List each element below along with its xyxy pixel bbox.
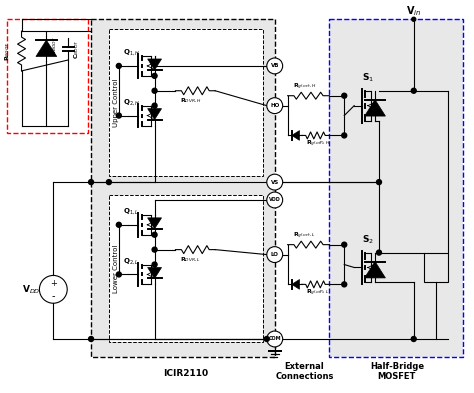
Polygon shape: [365, 100, 385, 116]
Circle shape: [89, 336, 93, 342]
Polygon shape: [147, 218, 162, 229]
Circle shape: [267, 174, 283, 190]
Polygon shape: [292, 130, 300, 140]
Text: LO: LO: [271, 252, 279, 257]
Circle shape: [376, 180, 382, 185]
Circle shape: [412, 17, 416, 21]
Text: +: +: [50, 279, 57, 288]
Text: R$_{g(off),L}$: R$_{g(off),L}$: [306, 288, 329, 298]
Text: Half-Bridge
MOSFET: Half-Bridge MOSFET: [370, 362, 424, 382]
Text: S$_1$: S$_1$: [362, 72, 374, 84]
Text: -: -: [52, 290, 55, 301]
Bar: [329, 19, 464, 357]
Polygon shape: [147, 268, 162, 278]
Bar: [7, 19, 88, 134]
Text: R$_{DVR,L}$: R$_{DVR,L}$: [181, 255, 201, 264]
Text: V$_{DD}$: V$_{DD}$: [22, 283, 41, 296]
Text: VS: VS: [271, 180, 279, 185]
Text: S$_2$: S$_2$: [362, 233, 374, 246]
Polygon shape: [365, 261, 385, 278]
Bar: [109, 29, 263, 176]
Circle shape: [152, 103, 157, 108]
Text: R$_{BOOT}$: R$_{BOOT}$: [3, 41, 12, 61]
Circle shape: [107, 180, 111, 185]
Circle shape: [89, 180, 93, 185]
Polygon shape: [292, 279, 300, 289]
Text: Upper Control: Upper Control: [113, 79, 119, 127]
Circle shape: [267, 192, 283, 208]
Text: R$_{g(on),H}$: R$_{g(on),H}$: [292, 82, 317, 92]
Text: C$_{BOOT}$: C$_{BOOT}$: [72, 39, 81, 59]
Circle shape: [267, 58, 283, 74]
Bar: [91, 19, 275, 357]
Bar: [109, 29, 263, 176]
Polygon shape: [36, 40, 57, 57]
Text: ICIR2110: ICIR2110: [163, 369, 208, 378]
Circle shape: [267, 247, 283, 263]
Circle shape: [116, 63, 121, 68]
Circle shape: [152, 73, 157, 78]
Circle shape: [264, 336, 269, 342]
Bar: [109, 195, 263, 342]
Text: COM: COM: [268, 336, 281, 342]
Text: HO: HO: [270, 103, 279, 108]
Text: R$_{g(on),L}$: R$_{g(on),L}$: [292, 231, 316, 241]
Circle shape: [267, 98, 283, 114]
Text: VDD: VDD: [269, 197, 281, 202]
Circle shape: [116, 222, 121, 227]
Circle shape: [152, 262, 157, 267]
Circle shape: [152, 232, 157, 237]
Text: R$_{DVR,H}$: R$_{DVR,H}$: [181, 97, 202, 105]
Bar: [424, 253, 448, 283]
Text: D$_{BOOT}$: D$_{BOOT}$: [50, 36, 59, 56]
Circle shape: [152, 247, 157, 252]
Text: Q$_{1,H}$: Q$_{1,H}$: [123, 47, 140, 57]
Circle shape: [342, 242, 346, 247]
Circle shape: [116, 113, 121, 118]
Bar: [329, 19, 464, 357]
Circle shape: [411, 88, 416, 93]
Bar: [109, 195, 263, 342]
Text: V$_{in}$: V$_{in}$: [406, 4, 421, 18]
Bar: [91, 19, 275, 357]
Text: R$_{g(off),H}$: R$_{g(off),H}$: [306, 139, 330, 149]
Circle shape: [342, 133, 346, 138]
Text: Lower Control: Lower Control: [113, 244, 119, 293]
Circle shape: [411, 336, 416, 342]
Circle shape: [342, 93, 346, 98]
Circle shape: [267, 331, 283, 347]
Text: External
Connections: External Connections: [275, 362, 334, 382]
Circle shape: [152, 88, 157, 93]
Polygon shape: [147, 59, 162, 70]
Text: Q$_{2,L}$: Q$_{2,L}$: [123, 255, 139, 266]
Text: VB: VB: [271, 63, 279, 68]
Circle shape: [376, 250, 382, 255]
Circle shape: [116, 272, 121, 277]
Circle shape: [342, 282, 346, 287]
Text: Q$_{1,L}$: Q$_{1,L}$: [123, 206, 139, 216]
Text: Q$_{2,H}$: Q$_{2,H}$: [123, 97, 140, 107]
Polygon shape: [147, 108, 162, 119]
